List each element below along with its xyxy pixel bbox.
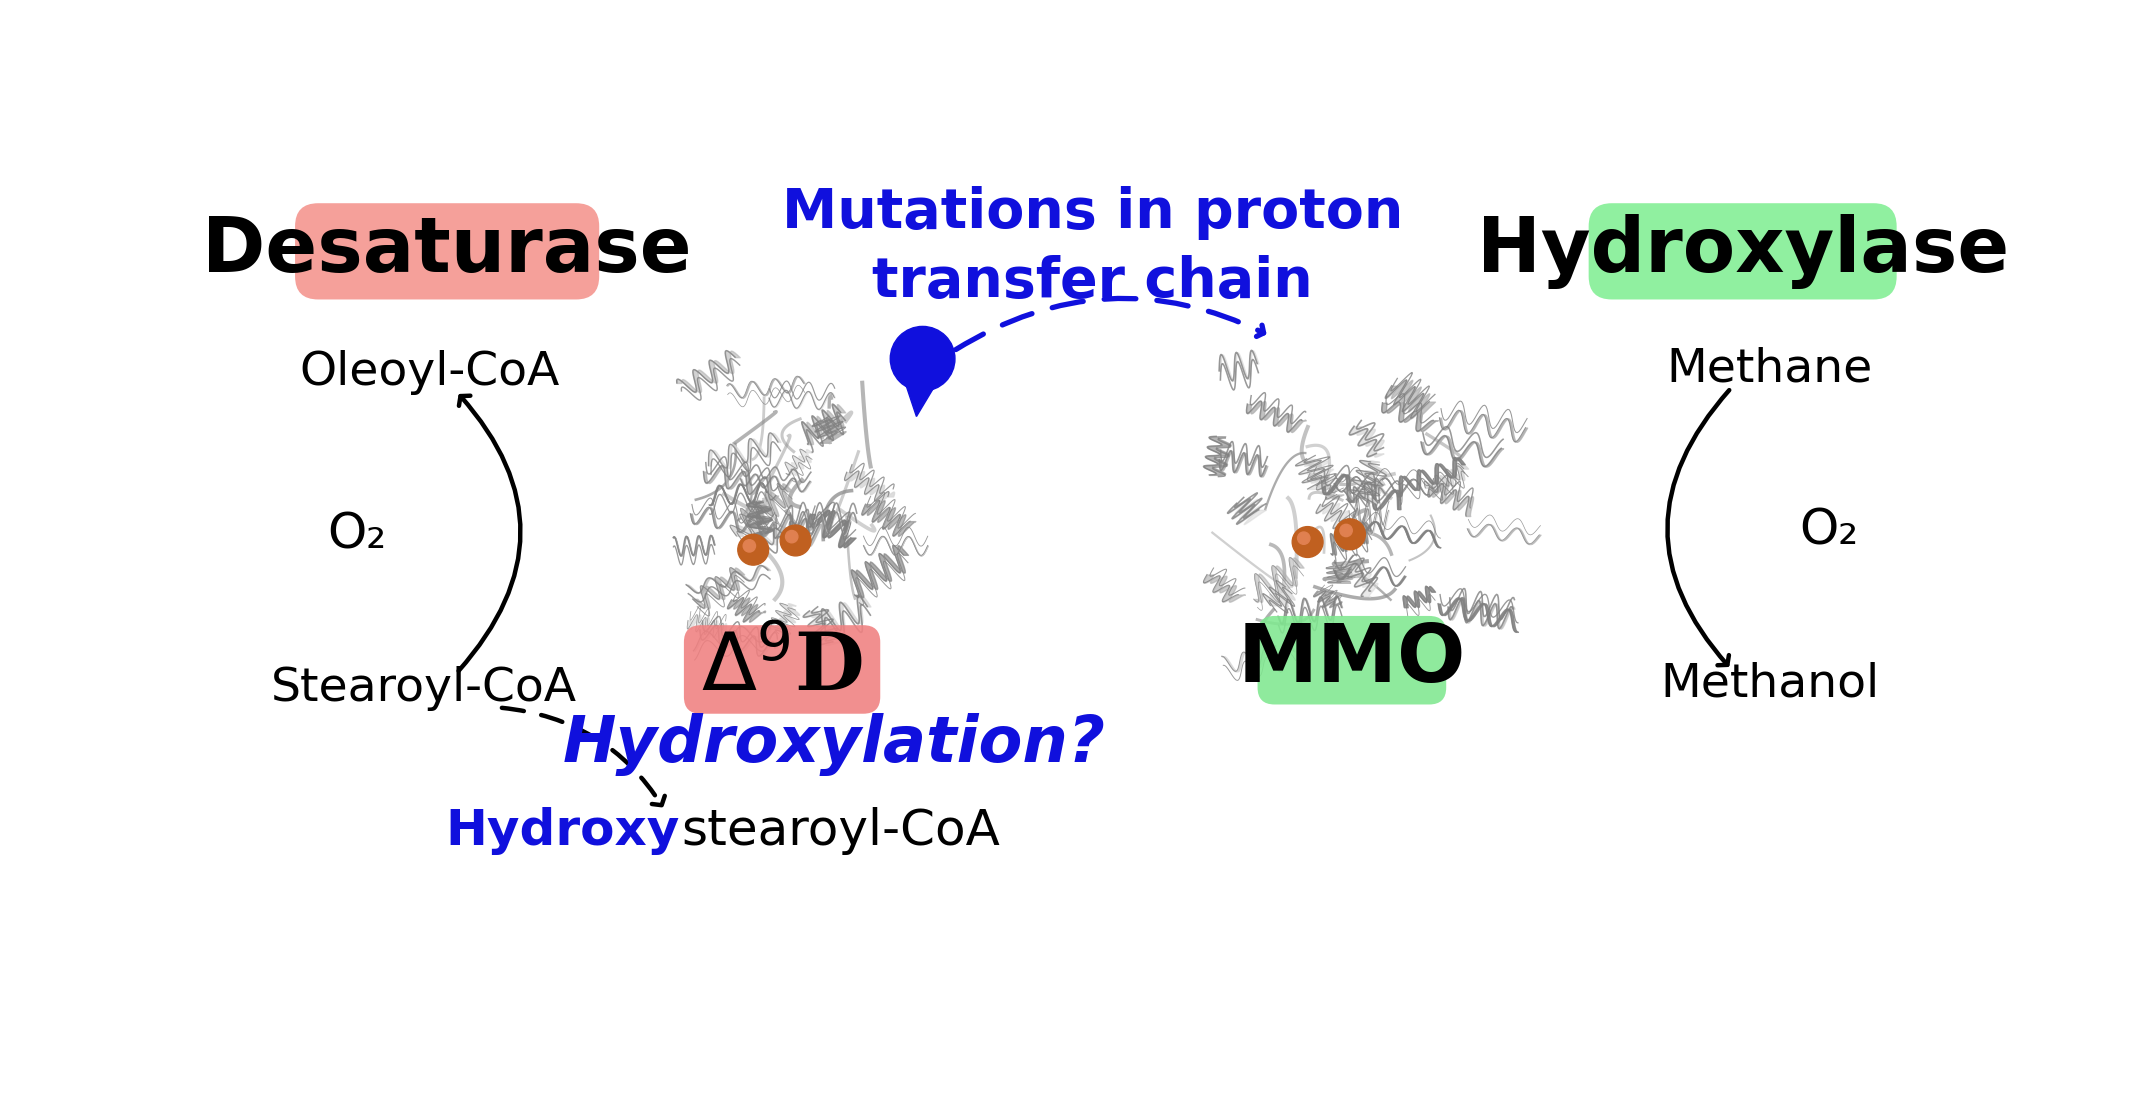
Circle shape (742, 540, 755, 552)
Text: Mutations in proton
transfer chain: Mutations in proton transfer chain (783, 186, 1404, 309)
Text: Hydroxylation?: Hydroxylation? (563, 713, 1105, 776)
Text: Methanol: Methanol (1659, 662, 1879, 706)
Polygon shape (900, 371, 945, 416)
Circle shape (781, 526, 811, 556)
FancyBboxPatch shape (685, 625, 881, 714)
Circle shape (1293, 527, 1322, 557)
Text: O₂: O₂ (326, 510, 386, 558)
Circle shape (1340, 525, 1352, 537)
Text: Hydroxy: Hydroxy (446, 807, 680, 855)
Text: Oleoyl-CoA: Oleoyl-CoA (299, 350, 561, 395)
Text: O₂: O₂ (1800, 507, 1858, 555)
Text: MMO: MMO (1237, 622, 1465, 700)
FancyBboxPatch shape (1258, 616, 1446, 704)
Circle shape (1297, 532, 1310, 545)
Circle shape (738, 535, 768, 565)
FancyBboxPatch shape (294, 203, 599, 299)
Text: Hydroxylase: Hydroxylase (1476, 214, 2009, 289)
Text: Desaturase: Desaturase (203, 214, 691, 288)
FancyBboxPatch shape (1589, 203, 1896, 299)
Circle shape (1335, 519, 1365, 550)
Text: stearoyl-CoA: stearoyl-CoA (683, 807, 1000, 855)
Text: Methane: Methane (1666, 346, 1873, 392)
Circle shape (889, 326, 956, 391)
Text: Stearoyl-CoA: Stearoyl-CoA (271, 666, 578, 711)
Text: $\Delta^9$D: $\Delta^9$D (702, 631, 864, 709)
Circle shape (785, 530, 798, 542)
